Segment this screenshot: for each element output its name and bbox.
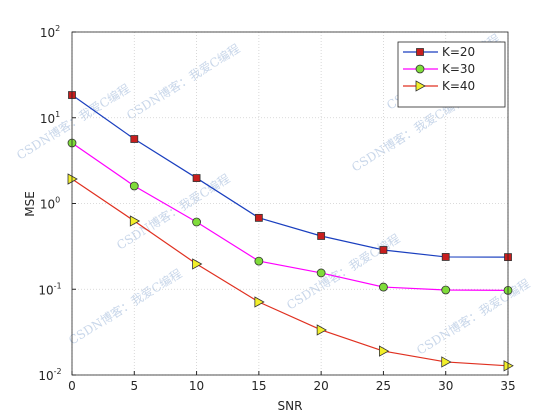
y-tick-base: 10 <box>38 369 53 383</box>
y-tick-base: 10 <box>40 198 55 212</box>
marker <box>416 48 424 56</box>
series-line <box>71 142 509 291</box>
x-tick-label: 30 <box>438 379 453 393</box>
marker <box>192 174 201 182</box>
marker <box>317 232 326 240</box>
x-tick-label: 35 <box>500 379 515 393</box>
y-tick-label: 10-2 <box>38 367 61 383</box>
marker <box>129 181 139 191</box>
marker <box>254 256 264 266</box>
marker <box>441 356 452 368</box>
legend-box <box>397 41 506 108</box>
series-layer <box>67 91 514 372</box>
legend-label: K=30 <box>442 62 475 76</box>
x-tick-label: 0 <box>68 379 76 393</box>
marker <box>441 253 450 261</box>
y-tick-label: 100 <box>40 196 60 212</box>
y-axis-label: MSE <box>23 191 37 217</box>
marker <box>130 135 139 143</box>
x-axis-label: SNR <box>278 399 303 413</box>
y-tick-exponent: 2 <box>55 24 60 33</box>
marker <box>379 282 388 292</box>
x-tick-label: 10 <box>189 379 204 393</box>
legend-label: K=40 <box>442 79 475 93</box>
y-tick-label: 10-1 <box>38 281 61 297</box>
marker <box>192 217 201 227</box>
marker <box>67 173 78 185</box>
y-tick-exponent: 0 <box>55 196 60 205</box>
marker <box>254 296 265 308</box>
x-tick-label: 15 <box>251 379 266 393</box>
marker <box>415 80 426 92</box>
y-tick-label: 101 <box>40 110 60 126</box>
marker <box>192 258 203 270</box>
y-tick-exponent: 1 <box>55 110 60 119</box>
y-tick-base: 10 <box>38 283 53 297</box>
y-tick-exponent: -1 <box>54 281 62 290</box>
legend: K=20 K=30 K=40 <box>397 41 506 108</box>
marker <box>441 285 451 295</box>
marker <box>379 345 390 357</box>
legend-label: K=20 <box>442 45 475 59</box>
y-tick-base: 10 <box>40 26 55 40</box>
marker <box>254 213 263 222</box>
y-tick-base: 10 <box>40 112 55 126</box>
marker <box>129 215 141 227</box>
y-tick-label: 102 <box>40 24 60 40</box>
marker <box>316 268 326 278</box>
x-tick-label: 20 <box>314 379 329 393</box>
marker <box>379 246 388 254</box>
series-line <box>71 94 509 258</box>
x-tick-label: 25 <box>376 379 391 393</box>
x-tick-label: 5 <box>130 379 138 393</box>
marker <box>316 324 327 336</box>
marker <box>503 360 514 372</box>
y-tick-exponent: -2 <box>54 367 62 376</box>
series-line <box>71 178 509 367</box>
marker <box>415 64 425 74</box>
